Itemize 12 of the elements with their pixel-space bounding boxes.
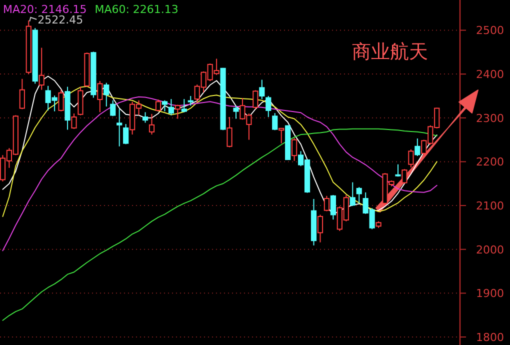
- annotation: 2522.45: [38, 13, 84, 26]
- y-tick-label: 2500: [476, 24, 504, 38]
- annotation: 商业航天: [352, 41, 428, 63]
- annotation-max: 2522.45: [29, 13, 84, 26]
- y-tick-label: 2300: [476, 112, 504, 125]
- y-tick-label: 2000: [476, 243, 504, 256]
- y-tick-label: 1800: [476, 331, 504, 344]
- y-tick-label: 2400: [476, 68, 504, 82]
- y-tick-label: 2200: [476, 156, 504, 169]
- y-tick-label: 1900: [476, 287, 504, 300]
- legend: MA20: 2146.15 MA60: 2261.13: [3, 3, 178, 16]
- y-tick-label: 2100: [476, 200, 504, 213]
